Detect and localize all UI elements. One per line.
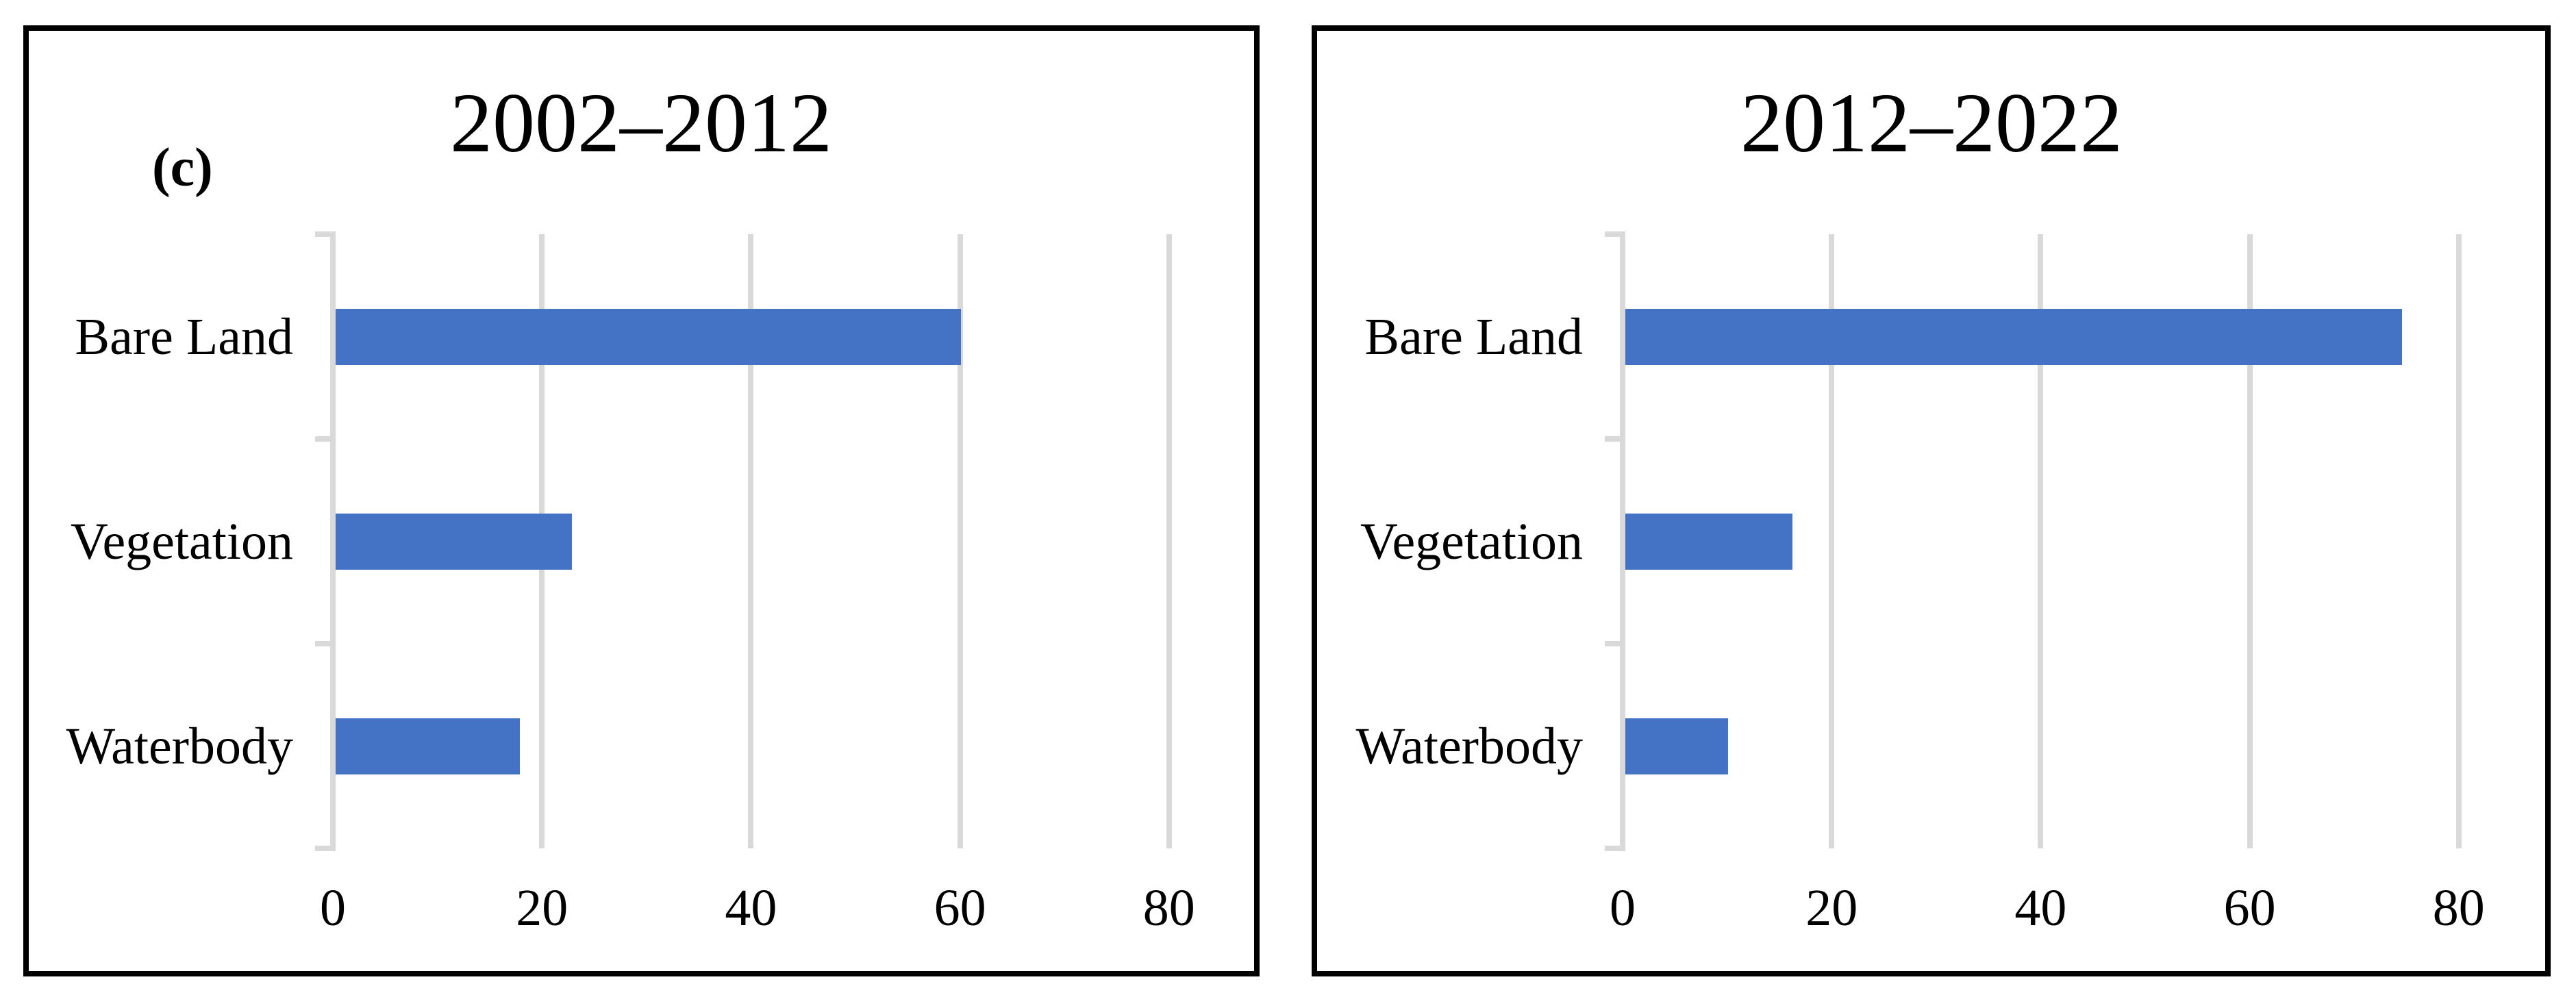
figure-panel-label: (c) [152,138,213,198]
category-axis-tick [1605,231,1625,237]
gridline-40 [748,234,754,848]
category-axis-line [330,234,336,848]
gridline-60 [2247,234,2253,848]
category-label: Bare Land [1364,307,1583,366]
x-tick-label-40: 40 [2014,879,2067,937]
x-tick-label-80: 80 [1142,879,1195,937]
gridline-40 [2038,234,2044,848]
bar-waterbody [336,718,520,774]
chart-panel-2002-2012: 2002–2012 (c) 0 20 40 60 80 Bare Land Vegetation… [23,25,1260,976]
x-tick-label-0: 0 [1610,879,1636,937]
category-label: Bare Land [75,307,293,366]
category-axis-tick [315,846,336,851]
x-tick-label-40: 40 [725,879,777,937]
chart-title: 2002–2012 [450,76,832,170]
bar-vegetation [336,513,572,570]
category-axis-line [1620,234,1625,848]
category-label: Waterbody [66,717,293,775]
x-tick-label-0: 0 [320,879,346,937]
category-label: Vegetation [70,512,293,570]
chart-panel-2012-2022: 2012–2022 0 20 40 60 80 Bare Land Vegetation Wat… [1312,25,2551,976]
category-axis-tick [315,641,336,646]
gridline-20 [1829,234,1835,848]
bar-waterbody [1625,718,1728,774]
gridline-80 [2455,234,2462,848]
category-label: Vegetation [1360,512,1583,570]
category-axis-tick [1605,436,1625,442]
bar-bare-land [336,308,961,365]
gridline-60 [957,234,963,848]
bar-bare-land [1625,308,2402,365]
bar-vegetation [1625,513,1792,570]
x-tick-label-80: 80 [2432,879,2485,937]
category-axis-tick [315,231,336,237]
chart-title: 2012–2022 [1740,76,2123,170]
x-tick-label-60: 60 [2223,879,2276,937]
category-axis-tick [315,436,336,442]
category-label: Waterbody [1355,717,1583,775]
gridline-80 [1166,234,1172,848]
x-tick-label-60: 60 [934,879,986,937]
category-axis-tick [1605,641,1625,646]
x-tick-label-20: 20 [1805,879,1858,937]
x-tick-label-20: 20 [516,879,568,937]
category-axis-tick [1605,846,1625,851]
